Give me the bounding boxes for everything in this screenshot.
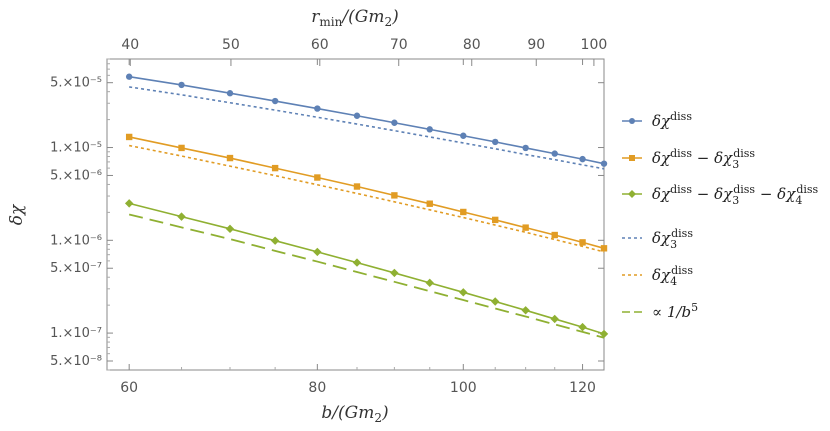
y-tick-label: 5.×10⁻⁸ — [50, 354, 102, 369]
series-line-4 — [129, 144, 605, 253]
series-line-2 — [128, 202, 605, 335]
x-tick-label: 100 — [450, 380, 477, 396]
data-point — [426, 200, 433, 207]
x-tick-label: 80 — [308, 380, 326, 396]
legend-label-5: ∝ 1/b5 — [652, 301, 698, 321]
data-point — [390, 268, 399, 278]
top-tick-label: 70 — [390, 37, 408, 53]
data-point — [178, 81, 185, 89]
y-tick-label: 1.×10⁻⁵ — [50, 141, 102, 156]
data-point — [391, 192, 398, 199]
data-point — [600, 160, 608, 167]
data-point — [460, 132, 467, 139]
top-tick-label: 80 — [463, 37, 481, 53]
top-axis-label: rmin/(Gm2) — [311, 7, 398, 29]
data-point — [460, 208, 467, 216]
data-point — [271, 164, 279, 172]
legend-label-2: δχdiss − δχ3diss − δχ4diss — [652, 183, 819, 207]
data-point — [314, 174, 321, 181]
y-axis-label: δχ — [7, 203, 27, 225]
data-point — [491, 297, 500, 306]
y-tick-label: 1.×10⁻⁶ — [50, 233, 102, 248]
data-point — [225, 224, 235, 234]
data-point — [353, 112, 361, 119]
top-tick-label: 60 — [311, 37, 329, 53]
data-point — [177, 212, 186, 221]
legend-marker — [629, 155, 635, 161]
data-point — [600, 245, 608, 252]
data-point — [492, 216, 499, 224]
data-point — [271, 97, 279, 105]
top-tick-label: 90 — [527, 37, 545, 53]
legend-label-4: δχ4diss — [652, 264, 693, 288]
data-point — [426, 126, 433, 133]
ticks: 60 80 100 120 40 50 60 70 80 90 100 5.×10⁻⁵ 1.×10⁻⁵ 5… — [50, 37, 607, 396]
y-tick-label: 5.×10⁻⁷ — [50, 261, 102, 276]
data-point — [178, 144, 185, 152]
legend-label-0: δχdiss — [652, 110, 692, 130]
y-tick-label: 5.×10⁻⁵ — [50, 76, 102, 91]
data-point — [313, 247, 322, 257]
legend-label-1: δχdiss − δχ3diss — [652, 147, 755, 171]
data-point — [270, 236, 280, 245]
plot-frame — [106, 58, 605, 371]
data-point — [352, 258, 362, 267]
data-point — [522, 224, 529, 231]
data-point — [353, 183, 361, 190]
top-tick-label: 40 — [121, 37, 139, 53]
data-point — [522, 144, 529, 152]
x-tick-label: 60 — [120, 380, 138, 396]
data-point — [551, 150, 558, 157]
data-point — [599, 329, 609, 339]
data-point — [125, 133, 133, 141]
x-axis-label: b/(Gm2) — [321, 403, 388, 425]
series-line-0 — [129, 75, 605, 165]
legend-marker — [628, 190, 636, 198]
data-point — [578, 322, 587, 332]
data-point — [579, 239, 586, 246]
series-line-5 — [128, 213, 605, 339]
data-point — [579, 155, 586, 163]
top-tick-label: 100 — [581, 37, 608, 53]
data-point — [226, 154, 234, 162]
top-tick-label: 50 — [222, 37, 240, 53]
legend-marker — [629, 118, 635, 124]
series-line-3 — [129, 86, 605, 170]
legend: δχdiss δχdiss − δχ3diss δχdiss − δχ3diss −… — [622, 110, 819, 321]
data-point — [459, 288, 468, 297]
data-point — [314, 105, 321, 112]
data-point — [124, 199, 134, 208]
data-point — [492, 138, 499, 146]
data-point — [391, 119, 398, 126]
y-tick-label: 1.×10⁻⁷ — [50, 326, 102, 341]
data-point — [226, 90, 234, 97]
data-point — [521, 306, 530, 315]
data-point — [550, 314, 559, 324]
data-point — [425, 278, 434, 288]
series-layer — [124, 73, 609, 339]
x-tick-label: 120 — [569, 380, 596, 396]
data-point — [125, 73, 133, 80]
legend-label-3: δχ3diss — [652, 227, 693, 251]
data-point — [551, 231, 558, 239]
y-tick-label: 5.×10⁻⁶ — [50, 168, 102, 183]
series-line-1 — [129, 136, 605, 250]
